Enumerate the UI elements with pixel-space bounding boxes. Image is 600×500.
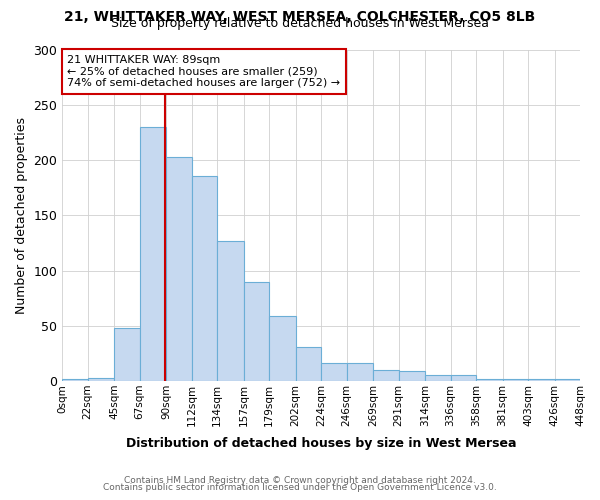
Text: Contains public sector information licensed under the Open Government Licence v3: Contains public sector information licen… <box>103 484 497 492</box>
Bar <box>451 376 476 381</box>
Bar <box>114 328 140 381</box>
Bar <box>528 379 554 381</box>
Text: 21 WHITTAKER WAY: 89sqm
← 25% of detached houses are smaller (259)
74% of semi-d: 21 WHITTAKER WAY: 89sqm ← 25% of detache… <box>67 55 341 88</box>
Bar <box>244 282 269 381</box>
Bar <box>503 379 528 381</box>
Bar <box>373 370 398 381</box>
Text: Contains HM Land Registry data © Crown copyright and database right 2024.: Contains HM Land Registry data © Crown c… <box>124 476 476 485</box>
Bar <box>62 379 88 381</box>
Bar <box>269 316 296 381</box>
Text: Size of property relative to detached houses in West Mersea: Size of property relative to detached ho… <box>111 18 489 30</box>
Bar <box>217 241 244 381</box>
Bar <box>425 376 451 381</box>
X-axis label: Distribution of detached houses by size in West Mersea: Distribution of detached houses by size … <box>126 437 517 450</box>
Bar <box>88 378 114 381</box>
Bar <box>140 127 166 381</box>
Bar <box>554 379 580 381</box>
Bar <box>321 364 347 381</box>
Bar <box>398 371 425 381</box>
Bar <box>296 347 321 381</box>
Bar <box>192 176 217 381</box>
Bar <box>347 364 373 381</box>
Y-axis label: Number of detached properties: Number of detached properties <box>15 117 28 314</box>
Bar <box>166 157 192 381</box>
Text: 21, WHITTAKER WAY, WEST MERSEA, COLCHESTER, CO5 8LB: 21, WHITTAKER WAY, WEST MERSEA, COLCHEST… <box>64 10 536 24</box>
Bar <box>476 379 503 381</box>
